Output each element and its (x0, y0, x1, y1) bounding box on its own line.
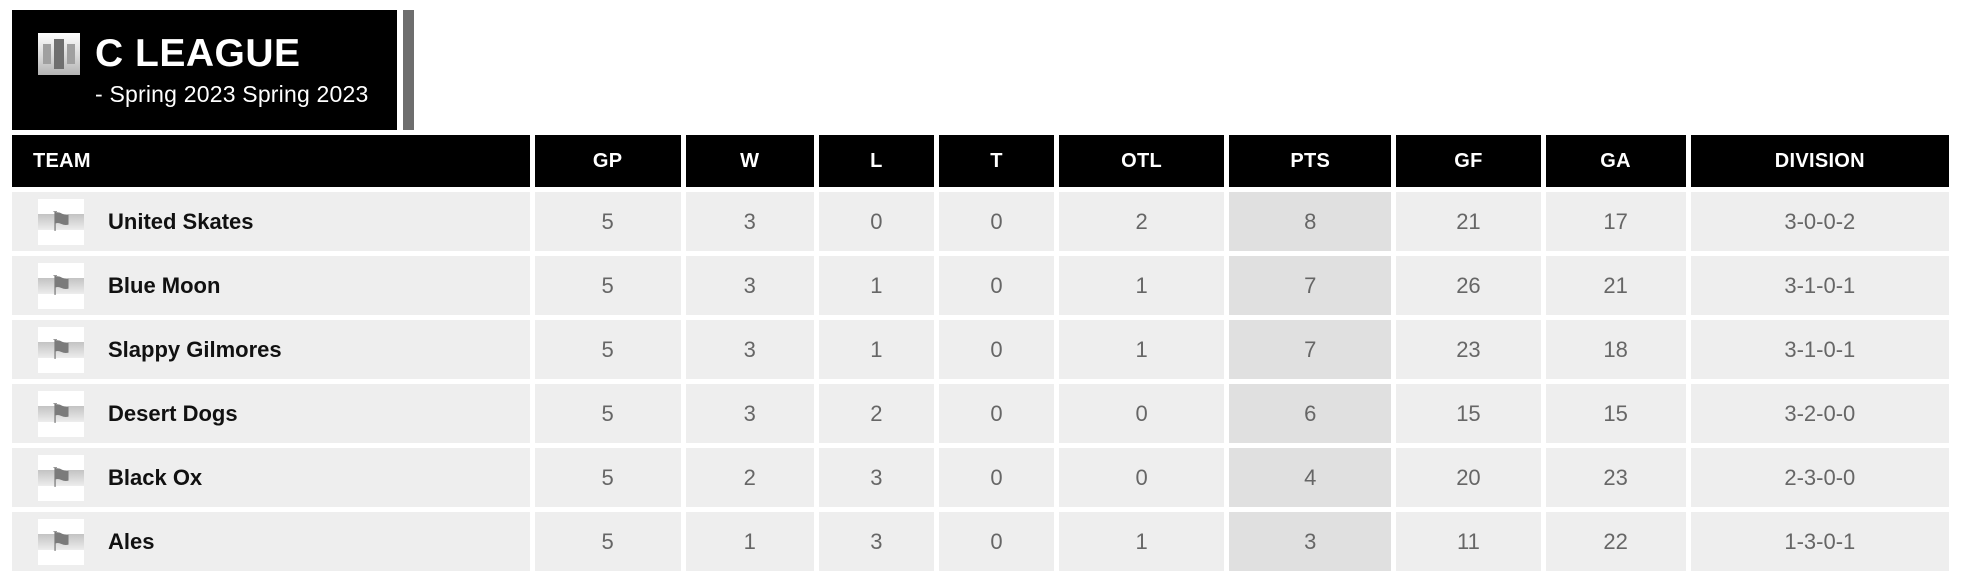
l-cell: 3 (818, 512, 934, 571)
pts-cell: 7 (1229, 320, 1392, 379)
gp-cell: 5 (534, 512, 681, 571)
gp-cell: 5 (534, 192, 681, 251)
otl-cell: 1 (1059, 256, 1225, 315)
league-header: C LEAGUE - Spring 2023 Spring 2023 (12, 10, 1961, 130)
column-header-l: L (818, 135, 934, 187)
team-name: Ales (108, 528, 155, 554)
flag-icon: ⚑ (38, 454, 84, 501)
ga-cell: 22 (1545, 512, 1686, 571)
team-cell[interactable]: ⚑ Blue Moon (12, 256, 530, 315)
w-cell: 3 (685, 320, 814, 379)
league-badge: C LEAGUE - Spring 2023 Spring 2023 (12, 10, 397, 130)
division-cell: 3-2-0-0 (1690, 384, 1949, 443)
flag-icon: ⚑ (38, 198, 84, 245)
team-cell[interactable]: ⚑ Desert Dogs (12, 384, 530, 443)
table-row: ⚑ Desert Dogs 5 3 2 0 0 6 15 15 3-2-0-0 (12, 384, 1949, 443)
gf-cell: 26 (1396, 256, 1541, 315)
otl-cell: 0 (1059, 448, 1225, 507)
w-cell: 2 (685, 448, 814, 507)
ga-cell: 18 (1545, 320, 1686, 379)
team-name: Black Ox (108, 464, 203, 490)
w-cell: 3 (685, 192, 814, 251)
ga-cell: 15 (1545, 384, 1686, 443)
pts-cell: 8 (1229, 192, 1392, 251)
division-cell: 2-3-0-0 (1690, 448, 1949, 507)
column-header-gp: GP (534, 135, 681, 187)
ga-cell: 23 (1545, 448, 1686, 507)
t-cell: 0 (938, 448, 1055, 507)
ga-cell: 17 (1545, 192, 1686, 251)
league-subtitle: - Spring 2023 Spring 2023 (95, 80, 369, 107)
l-cell: 2 (818, 384, 934, 443)
table-row: ⚑ Slappy Gilmores 5 3 1 0 1 7 23 18 3-1-… (12, 320, 1949, 379)
header-row: TEAM GP W L T OTL PTS GF GA DIVISION (12, 135, 1949, 187)
column-header-t: T (938, 135, 1055, 187)
gf-cell: 21 (1396, 192, 1541, 251)
column-header-division: DIVISION (1690, 135, 1949, 187)
team-name: Blue Moon (108, 272, 221, 298)
t-cell: 0 (938, 192, 1055, 251)
gp-cell: 5 (534, 320, 681, 379)
l-cell: 0 (818, 192, 934, 251)
team-cell[interactable]: ⚑ Slappy Gilmores (12, 320, 530, 379)
pts-cell: 4 (1229, 448, 1392, 507)
w-cell: 3 (685, 256, 814, 315)
standings-table: TEAM GP W L T OTL PTS GF GA DIVISION ⚑ U… (7, 130, 1954, 576)
otl-cell: 0 (1059, 384, 1225, 443)
gp-cell: 5 (534, 448, 681, 507)
accent-divider (403, 10, 414, 130)
gf-cell: 11 (1396, 512, 1541, 571)
gf-cell: 15 (1396, 384, 1541, 443)
column-header-w: W (685, 135, 814, 187)
gf-cell: 20 (1396, 448, 1541, 507)
t-cell: 0 (938, 256, 1055, 315)
team-name: United Skates (108, 208, 254, 234)
t-cell: 0 (938, 320, 1055, 379)
flag-icon: ⚑ (38, 326, 84, 373)
table-row: ⚑ Black Ox 5 2 3 0 0 4 20 23 2-3-0-0 (12, 448, 1949, 507)
division-cell: 3-1-0-1 (1690, 320, 1949, 379)
division-cell: 3-1-0-1 (1690, 256, 1949, 315)
column-header-ga: GA (1545, 135, 1686, 187)
gp-cell: 5 (534, 384, 681, 443)
l-cell: 1 (818, 256, 934, 315)
pts-cell: 6 (1229, 384, 1392, 443)
flag-icon: ⚑ (38, 262, 84, 309)
team-cell[interactable]: ⚑ United Skates (12, 192, 530, 251)
otl-cell: 1 (1059, 512, 1225, 571)
column-header-otl: OTL (1059, 135, 1225, 187)
gf-cell: 23 (1396, 320, 1541, 379)
column-header-gf: GF (1396, 135, 1541, 187)
gp-cell: 5 (534, 256, 681, 315)
t-cell: 0 (938, 512, 1055, 571)
division-cell: 1-3-0-1 (1690, 512, 1949, 571)
otl-cell: 2 (1059, 192, 1225, 251)
ga-cell: 21 (1545, 256, 1686, 315)
w-cell: 1 (685, 512, 814, 571)
table-row: ⚑ United Skates 5 3 0 0 2 8 21 17 3-0-0-… (12, 192, 1949, 251)
l-cell: 1 (818, 320, 934, 379)
flag-icon: ⚑ (38, 390, 84, 437)
column-header-pts: PTS (1229, 135, 1392, 187)
flag-icon: ⚑ (38, 518, 84, 565)
pts-cell: 3 (1229, 512, 1392, 571)
column-header-team: TEAM (12, 135, 530, 187)
table-row: ⚑ Blue Moon 5 3 1 0 1 7 26 21 3-1-0-1 (12, 256, 1949, 315)
team-cell[interactable]: ⚑ Ales (12, 512, 530, 571)
pts-cell: 7 (1229, 256, 1392, 315)
division-cell: 3-0-0-2 (1690, 192, 1949, 251)
t-cell: 0 (938, 384, 1055, 443)
team-cell[interactable]: ⚑ Black Ox (12, 448, 530, 507)
l-cell: 3 (818, 448, 934, 507)
bar-chart-icon (38, 32, 80, 75)
otl-cell: 1 (1059, 320, 1225, 379)
team-name: Slappy Gilmores (108, 336, 282, 362)
league-title: C LEAGUE (95, 32, 301, 75)
table-row: ⚑ Ales 5 1 3 0 1 3 11 22 1-3-0-1 (12, 512, 1949, 571)
w-cell: 3 (685, 384, 814, 443)
team-name: Desert Dogs (108, 400, 238, 426)
